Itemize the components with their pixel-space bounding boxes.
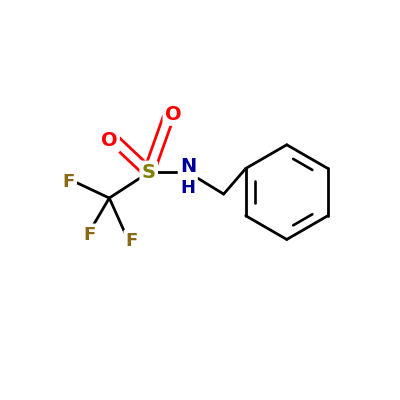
- Text: O: O: [101, 131, 118, 150]
- Text: F: F: [84, 226, 96, 244]
- Text: S: S: [142, 163, 156, 182]
- Text: F: F: [126, 232, 138, 250]
- Text: O: O: [165, 104, 182, 124]
- Text: N: N: [180, 157, 196, 176]
- Text: H: H: [181, 179, 196, 197]
- Text: F: F: [62, 173, 75, 191]
